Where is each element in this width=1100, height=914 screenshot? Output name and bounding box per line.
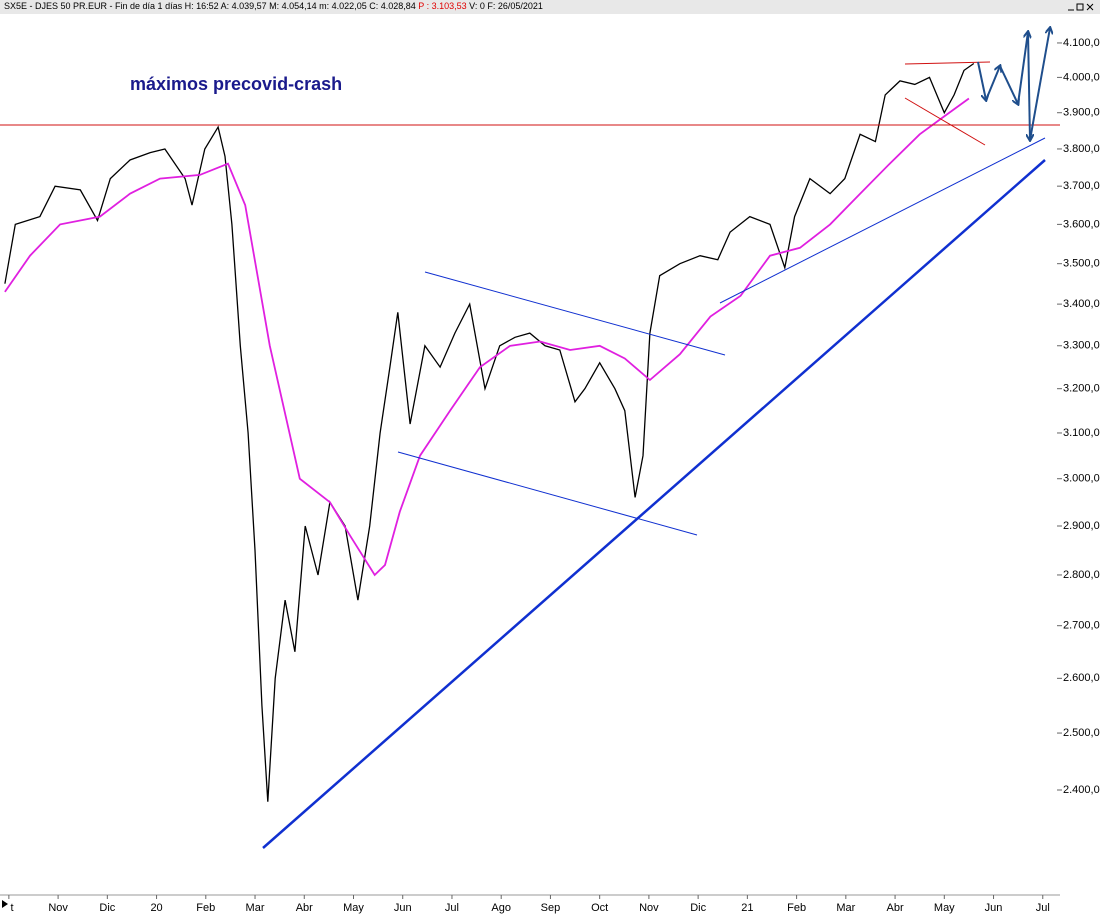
y-tick-label: 3.800,00 [1063, 143, 1100, 155]
projection-arrow [977, 61, 986, 100]
header-main: SX5E - DJES 50 PR.EUR - Fin de día 1 día… [4, 1, 416, 11]
projection-arrow [999, 65, 1018, 104]
header-tail: V: 0 F: 26/05/2021 [469, 1, 543, 11]
x-tick-label: 20 [150, 902, 162, 914]
y-tick-label: 3.200,00 [1063, 383, 1100, 395]
y-tick-label: 3.500,00 [1063, 258, 1100, 270]
y-tick-label: 4.100,00 [1063, 37, 1100, 49]
x-tick-label: Nov [48, 902, 68, 914]
y-tick-label: 3.000,00 [1063, 473, 1100, 485]
x-tick-label: Jun [985, 902, 1003, 914]
x-tick-label: May [343, 902, 364, 914]
x-tick-label: Abr [887, 902, 904, 914]
window-controls[interactable] [1068, 3, 1094, 11]
channel-lower [397, 451, 698, 536]
y-tick-label: 2.500,00 [1063, 727, 1100, 739]
projection-arrow [1029, 28, 1050, 141]
channel-upper [424, 271, 726, 356]
header-bar [0, 0, 1100, 14]
maximize[interactable] [1076, 3, 1084, 11]
projection-arrow [985, 66, 1000, 101]
x-tick-label: Mar [836, 902, 855, 914]
moving-average [4, 97, 970, 577]
main-trendline [262, 159, 1046, 849]
x-tick-label: Nov [639, 902, 659, 914]
y-tick-label: 3.900,00 [1063, 107, 1100, 119]
header-text: SX5E - DJES 50 PR.EUR - Fin de día 1 día… [4, 1, 543, 11]
y-tick-label: 3.100,00 [1063, 427, 1100, 439]
price-line [4, 62, 975, 802]
triangle-upper [904, 61, 991, 65]
scroll-arrow[interactable] [2, 900, 8, 908]
x-tick-label: Abr [296, 902, 313, 914]
y-tick-label: 3.400,00 [1063, 298, 1100, 310]
x-tick-label: Jun [394, 902, 412, 914]
x-tick-label: Feb [196, 902, 215, 914]
drawings [0, 28, 1060, 849]
y-tick-label: 3.600,00 [1063, 218, 1100, 230]
close[interactable] [1086, 3, 1094, 11]
projection-arrow [1017, 32, 1028, 105]
x-tick-label: Dic [690, 902, 706, 914]
plot-area [4, 62, 975, 802]
y-tick-label: 2.700,00 [1063, 620, 1100, 632]
x-tick-label: Mar [246, 902, 265, 914]
triangle-lower [904, 97, 986, 146]
x-tick-label: t [10, 902, 13, 914]
y-tick-label: 3.300,00 [1063, 340, 1100, 352]
y-tick-label: 3.700,00 [1063, 180, 1100, 192]
y-tick-label: 2.900,00 [1063, 520, 1100, 532]
x-tick-label: Oct [591, 902, 608, 914]
annotation: máximos precovid-crash [130, 74, 342, 94]
y-tick-label: 2.800,00 [1063, 569, 1100, 581]
x-tick-label: 21 [741, 902, 753, 914]
x-tick-label: Ago [491, 902, 511, 914]
x-tick-label: Dic [99, 902, 115, 914]
x-tick-label: Feb [787, 902, 806, 914]
projection-arrow [1028, 31, 1030, 140]
x-tick-label: Jul [1036, 902, 1050, 914]
y-tick-label: 2.600,00 [1063, 672, 1100, 684]
support-trendline [719, 137, 1046, 304]
header-highlight: P : 3.103,53 [418, 1, 466, 11]
x-tick-label: Sep [541, 902, 561, 914]
x-tick-label: May [934, 902, 955, 914]
y-tick-label: 4.000,00 [1063, 71, 1100, 83]
x-tick-label: Jul [445, 902, 459, 914]
y-tick-label: 2.400,00 [1063, 784, 1100, 796]
